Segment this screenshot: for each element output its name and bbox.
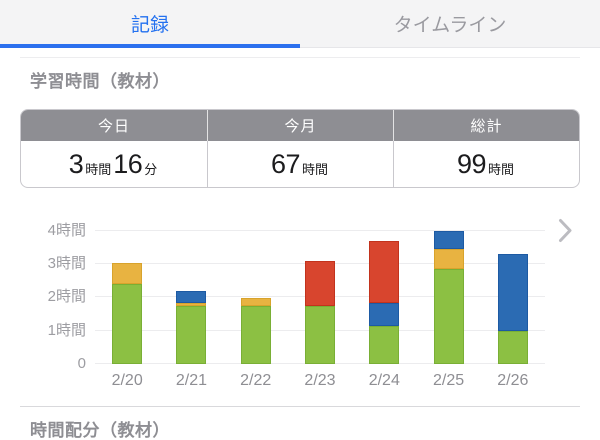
tab-record[interactable]: 記録 — [0, 0, 300, 48]
x-axis-label: 2/20 — [111, 372, 143, 389]
bar-segment-yellow — [433, 249, 464, 270]
bar-segment-red — [304, 260, 335, 306]
bar-segment-green — [304, 305, 335, 364]
bar-segment-yellow — [240, 297, 271, 306]
summary-col-today: 今日 3 時間 16 分 — [21, 110, 207, 187]
summary-value-today: 3 時間 16 分 — [21, 141, 207, 187]
tab-timeline[interactable]: タイムライン — [300, 0, 600, 47]
bar-segment-blue — [369, 302, 400, 326]
content-area: 学習時間（教材） 今日 3 時間 16 分 今月 67 時間 総計 — [0, 57, 600, 440]
chevron-right-icon[interactable] — [558, 218, 573, 243]
bar-2/25[interactable]: 2/25 — [433, 216, 464, 389]
x-axis-label: 2/24 — [368, 372, 400, 389]
bar-segment-green — [433, 269, 464, 364]
summary-value-month: 67 時間 — [207, 141, 393, 187]
today-minutes-number: 16 — [113, 148, 143, 179]
tab-bar: 記録 タイムライン — [0, 0, 600, 48]
bar-segment-green — [176, 305, 207, 364]
bar-segment-yellow — [112, 262, 143, 285]
study-time-chart: 0 1時間 2時間 3時間 4時間 2/20 2/21 2/22 2/23 2/24 2/25 2/2… — [20, 216, 580, 389]
y-axis-tick-label: 2時間 — [47, 288, 86, 306]
y-axis-tick-label: 3時間 — [47, 255, 86, 273]
x-axis-label: 2/23 — [304, 372, 336, 389]
bar-segment-green — [240, 305, 271, 364]
today-minutes-unit: 分 — [144, 162, 158, 177]
total-hours-number: 99 — [456, 148, 487, 179]
bar-2/23[interactable]: 2/23 — [304, 216, 336, 389]
summary-col-total: 総計 99 時間 — [393, 110, 579, 187]
summary-value-total: 99 時間 — [393, 141, 579, 187]
bar-2/20[interactable]: 2/20 — [112, 216, 143, 389]
bar-2/22[interactable]: 2/22 — [240, 216, 271, 389]
tab-timeline-label: タイムライン — [393, 15, 507, 36]
tab-record-label: 記録 — [130, 15, 169, 36]
y-axis-tick-label: 4時間 — [47, 221, 86, 239]
month-hours-unit: 時間 — [302, 162, 329, 177]
summary-header-total: 総計 — [393, 110, 579, 141]
bar-segment-green — [112, 284, 143, 364]
today-hours-number: 3 — [68, 148, 84, 179]
month-hours-number: 67 — [270, 148, 301, 179]
y-axis-tick-label: 0 — [77, 355, 86, 372]
x-axis-label: 2/21 — [175, 372, 207, 389]
total-hours-unit: 時間 — [488, 162, 515, 177]
bar-segment-blue — [497, 254, 528, 331]
gridline-4 — [95, 229, 545, 231]
bar-segment-blue — [176, 290, 207, 303]
content-top-divider — [20, 57, 580, 58]
chart-plot: 0 1時間 2時間 3時間 4時間 2/20 2/21 2/22 2/23 2/24 2/25 2/2… — [48, 216, 545, 389]
x-axis-label: 2/26 — [497, 372, 529, 389]
x-axis-label: 2/25 — [432, 372, 465, 389]
summary-header-today: 今日 — [21, 110, 207, 141]
bar-2/21[interactable]: 2/21 — [176, 216, 207, 389]
study-time-summary-table: 今日 3 時間 16 分 今月 67 時間 総計 99 時間 — [20, 109, 580, 188]
x-axis-label: 2/22 — [240, 372, 272, 389]
bar-segment-green — [497, 330, 528, 364]
today-hours-unit: 時間 — [85, 162, 112, 177]
summary-col-month: 今月 67 時間 — [207, 110, 393, 187]
section-divider — [20, 406, 580, 407]
bar-segment-yellow — [176, 302, 207, 306]
bars-container: 2/20 2/21 2/22 2/23 2/24 2/25 2/26 — [95, 216, 545, 389]
bar-segment-blue — [433, 230, 464, 250]
bar-2/26[interactable]: 2/26 — [497, 216, 528, 389]
summary-header-month: 今月 — [207, 110, 393, 141]
bar-segment-red — [369, 240, 400, 303]
bar-2/24[interactable]: 2/24 — [369, 216, 400, 389]
y-axis-tick-label: 1時間 — [47, 321, 86, 339]
bar-segment-green — [369, 325, 400, 364]
section-title-study-time: 学習時間（教材） — [30, 72, 170, 91]
section-title-time-allocation: 時間配分（教材） — [30, 421, 170, 440]
